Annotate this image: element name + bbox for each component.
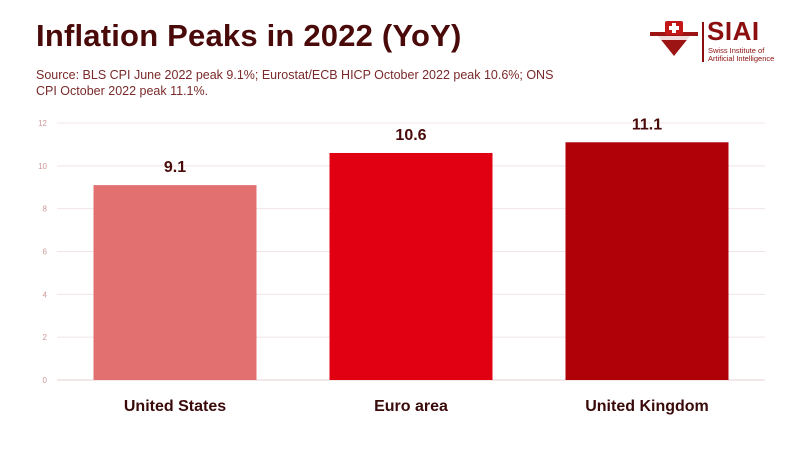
bar (565, 142, 729, 380)
x-category-label: United States (124, 398, 226, 415)
logo-wordmark: SIAI (707, 16, 760, 46)
bar (93, 185, 257, 380)
bar-value-label: 11.1 (632, 116, 662, 133)
x-category-label: United Kingdom (585, 398, 709, 415)
chart-title: Inflation Peaks in 2022 (YoY) (36, 18, 462, 53)
y-tick-label: 6 (43, 248, 48, 257)
chart-source-note: Source: BLS CPI June 2022 peak 9.1%; Eur… (36, 68, 554, 98)
bar (329, 152, 493, 380)
swiss-cross-shield-icon (650, 21, 698, 56)
logo-tagline-line2: Artificial Intelligence (708, 54, 775, 63)
bar-value-label: 9.1 (164, 159, 186, 176)
y-tick-label: 8 (43, 205, 48, 214)
logo-tagline-line1: Swiss Institute of (708, 46, 765, 55)
logo-divider (702, 22, 704, 62)
y-tick-label: 2 (43, 333, 48, 342)
y-tick-label: 12 (38, 119, 47, 128)
bar-value-label: 10.6 (395, 127, 426, 144)
y-tick-label: 10 (38, 162, 47, 171)
y-tick-label: 0 (43, 376, 48, 385)
y-tick-label: 4 (43, 290, 48, 299)
x-category-label: Euro area (374, 398, 448, 415)
siai-logo: SIAI Swiss Institute of Artificial Intel… (648, 16, 774, 64)
